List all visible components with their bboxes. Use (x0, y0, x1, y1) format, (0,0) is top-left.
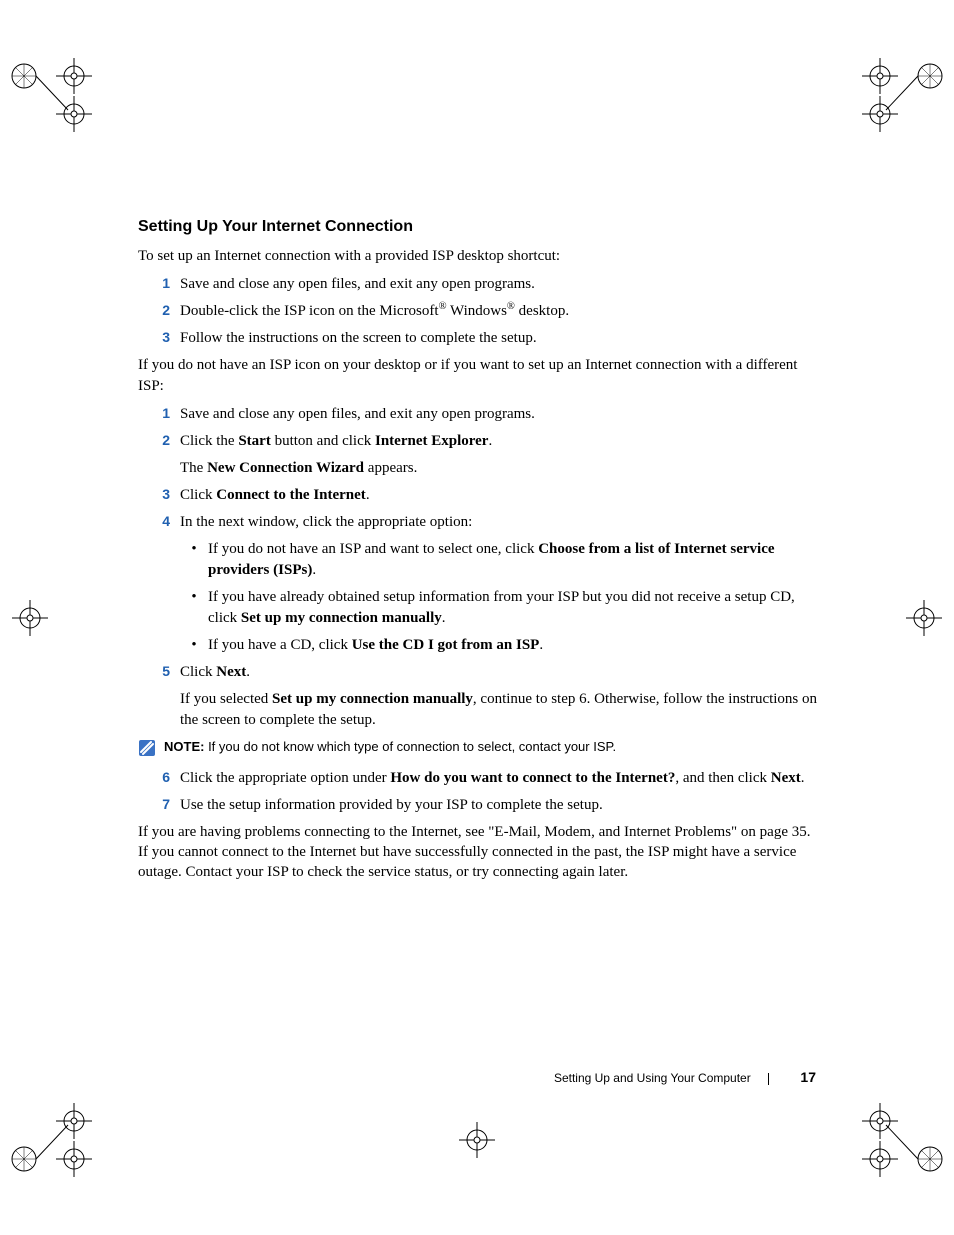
text-fragment: button and click (271, 433, 375, 449)
text-fragment: . (366, 487, 370, 503)
bullet-icon: • (180, 587, 208, 629)
footer-divider (768, 1073, 769, 1085)
step-text: Click Connect to the Internet. (180, 485, 818, 506)
text-fragment: . (488, 433, 492, 449)
text-fragment: desktop. (515, 303, 569, 319)
text-fragment: . (246, 664, 250, 680)
list-a-item-3: 3 Follow the instructions on the screen … (138, 328, 818, 349)
bold-text: New Connection Wizard (207, 460, 364, 476)
text-fragment: . (312, 562, 316, 578)
page: Setting Up Your Internet Connection To s… (0, 0, 954, 1235)
step-number: 2 (138, 301, 180, 322)
step-text: Click the appropriate option under How d… (180, 768, 818, 789)
intro-paragraph-2: If you do not have an ISP icon on your d… (138, 355, 818, 396)
list-b-item-1: 1 Save and close any open files, and exi… (138, 404, 818, 425)
step-number: 2 (138, 431, 180, 479)
bullet-text: If you have already obtained setup infor… (208, 587, 818, 629)
list-b-item-2: 2 Click the Start button and click Inter… (138, 431, 818, 479)
step-number: 6 (138, 768, 180, 789)
bullet-icon: • (180, 635, 208, 656)
text-fragment: . (801, 770, 805, 786)
closing-paragraph: If you are having problems connecting to… (138, 822, 818, 883)
text-fragment: appears. (364, 460, 417, 476)
crop-mark-mid-right (898, 595, 948, 641)
step-text: Follow the instructions on the screen to… (180, 328, 818, 349)
text-fragment: Windows (447, 303, 507, 319)
list-a-item-2: 2 Double-click the ISP icon on the Micro… (138, 301, 818, 322)
text-fragment: Click the appropriate option under (180, 770, 390, 786)
step-subtext: If you selected Set up my connection man… (180, 689, 818, 731)
text-fragment: The (180, 460, 207, 476)
page-footer: Setting Up and Using Your Computer 17 (554, 1069, 816, 1085)
text-fragment: If you selected (180, 691, 272, 707)
step-subtext: The New Connection Wizard appears. (180, 458, 818, 479)
footer-page-number: 17 (800, 1069, 816, 1085)
step-number: 7 (138, 795, 180, 816)
text-fragment: Click (180, 487, 216, 503)
step-text: Save and close any open files, and exit … (180, 274, 818, 295)
step-text: Use the setup information provided by yo… (180, 795, 818, 816)
registered-mark: ® (507, 301, 515, 312)
text-fragment: In the next window, click the appropriat… (180, 514, 472, 530)
footer-section-title: Setting Up and Using Your Computer (554, 1071, 751, 1085)
bold-text: How do you want to connect to the Intern… (390, 770, 675, 786)
bold-text: Start (238, 433, 271, 449)
crop-mark-mid-left (6, 595, 56, 641)
bold-text: Set up my connection manually (241, 610, 442, 626)
step-number: 1 (138, 274, 180, 295)
list-b-item-7: 7 Use the setup information provided by … (138, 795, 818, 816)
step-number: 5 (138, 662, 180, 731)
bullet-text: If you do not have an ISP and want to se… (208, 539, 818, 581)
note-icon (138, 739, 158, 762)
crop-mark-top-right (838, 48, 948, 138)
list-b-item-4: 4 In the next window, click the appropri… (138, 512, 818, 656)
list-b-item-6: 6 Click the appropriate option under How… (138, 768, 818, 789)
text-fragment: . (442, 610, 446, 626)
step-text: Double-click the ISP icon on the Microso… (180, 301, 818, 322)
bullet-item: • If you do not have an ISP and want to … (180, 539, 818, 581)
crop-mark-bottom-right (838, 1097, 948, 1187)
bold-text: Internet Explorer (375, 433, 488, 449)
bold-text: Set up my connection manually (272, 691, 473, 707)
crop-mark-bottom-center (452, 1117, 502, 1163)
section-heading: Setting Up Your Internet Connection (138, 218, 818, 236)
step-number: 4 (138, 512, 180, 656)
step-text: In the next window, click the appropriat… (180, 512, 818, 656)
list-b-item-3: 3 Click Connect to the Internet. (138, 485, 818, 506)
step-text: Click the Start button and click Interne… (180, 431, 818, 479)
bold-text: Next (216, 664, 246, 680)
bold-text: Next (771, 770, 801, 786)
text-fragment: Click the (180, 433, 238, 449)
text-fragment: Click (180, 664, 216, 680)
step-number: 3 (138, 485, 180, 506)
note-text: NOTE: If you do not know which type of c… (164, 739, 616, 756)
text-fragment: . (539, 637, 543, 653)
step-text: Save and close any open files, and exit … (180, 404, 818, 425)
registered-mark: ® (439, 301, 447, 312)
text-fragment: , and then click (675, 770, 770, 786)
step-number: 3 (138, 328, 180, 349)
crop-mark-top-left (6, 48, 116, 138)
bullet-icon: • (180, 539, 208, 581)
bold-text: Use the CD I got from an ISP (352, 637, 540, 653)
bullet-item: • If you have already obtained setup inf… (180, 587, 818, 629)
note-row: NOTE: If you do not know which type of c… (138, 739, 818, 762)
bold-text: Connect to the Internet (216, 487, 366, 503)
note-label: NOTE: (164, 739, 204, 754)
list-a-item-1: 1 Save and close any open files, and exi… (138, 274, 818, 295)
text-fragment: Double-click the ISP icon on the Microso… (180, 303, 439, 319)
bullet-text: If you have a CD, click Use the CD I got… (208, 635, 818, 656)
bullet-item: • If you have a CD, click Use the CD I g… (180, 635, 818, 656)
note-body: If you do not know which type of connect… (204, 739, 616, 754)
text-fragment: If you have a CD, click (208, 637, 352, 653)
list-b-item-5: 5 Click Next. If you selected Set up my … (138, 662, 818, 731)
content-area: Setting Up Your Internet Connection To s… (138, 218, 818, 891)
intro-paragraph-1: To set up an Internet connection with a … (138, 246, 818, 266)
text-fragment: If you do not have an ISP and want to se… (208, 541, 538, 557)
crop-mark-bottom-left (6, 1097, 116, 1187)
step-text: Click Next. If you selected Set up my co… (180, 662, 818, 731)
step-number: 1 (138, 404, 180, 425)
